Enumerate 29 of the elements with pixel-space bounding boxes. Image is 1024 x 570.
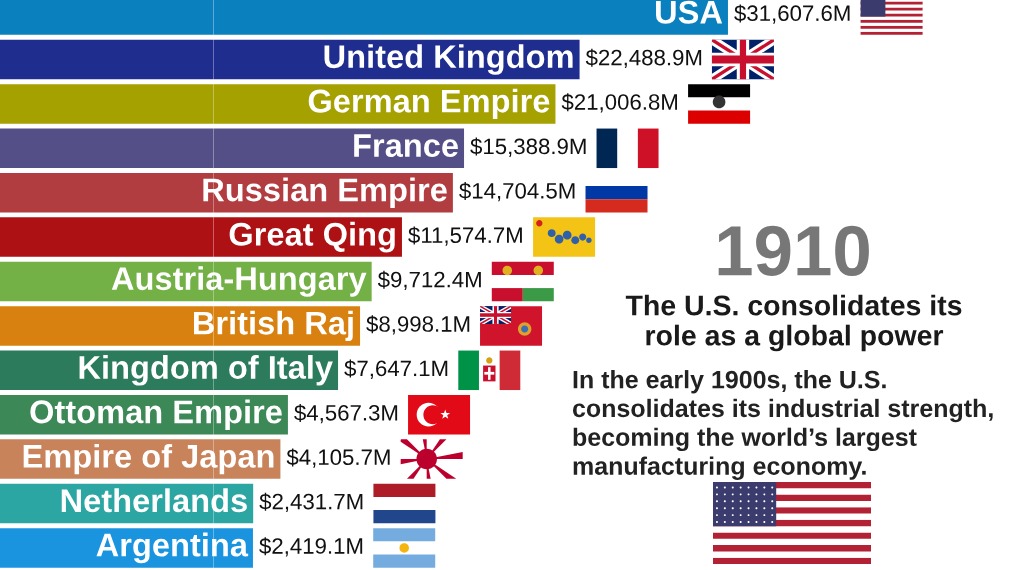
y-tick-label: Netherlands xyxy=(61,488,247,513)
y-tick-label: Austria-Hungary xyxy=(111,266,367,297)
y-tick-label: France xyxy=(354,134,458,158)
annotation: The U.S. consolidates its role as a global power xyxy=(625,294,962,352)
annotation: In the early 1900s, the U.S. consolidates its industrial strength, becoming the world’s largest manufacturing economy. xyxy=(572,370,993,480)
data-label: $22,488.9M xyxy=(585,48,702,69)
data-label: $14,704.5M xyxy=(459,182,575,202)
y-tick-label: British Raj xyxy=(194,310,353,342)
y-tick-label: Great Qing xyxy=(229,221,395,253)
y-tick-label: Ottoman Empire xyxy=(30,399,282,430)
y-tick-label: Argentina xyxy=(96,532,249,564)
data-label: $2,431.7M xyxy=(259,492,363,513)
y-tick-label: German Empire xyxy=(308,88,550,120)
data-label: $15,388.9M xyxy=(470,137,586,157)
data-label: $8,998.1M xyxy=(366,315,470,335)
data-label: $21,006.8M xyxy=(561,93,678,113)
data-label: $9,712.4M xyxy=(377,270,481,291)
y-tick-label: Russian Empire xyxy=(203,177,447,208)
data-label: $11,574.7M xyxy=(408,226,522,246)
y-tick-label: Empire of Japan xyxy=(23,443,274,475)
y-tick-label: United Kingdom xyxy=(324,44,573,75)
data-label: $2,419.1M xyxy=(259,537,363,557)
annotation: 1910 xyxy=(718,225,869,277)
y-tick-label: Kingdom of Italy xyxy=(79,355,333,386)
y-tick-label: USA xyxy=(656,0,723,24)
data-label: $31,607.6M xyxy=(734,4,850,24)
data-label: $4,567.3M xyxy=(294,404,398,424)
data-label: $7,647.1M xyxy=(344,359,448,379)
data-label: $4,105.7M xyxy=(286,448,390,468)
